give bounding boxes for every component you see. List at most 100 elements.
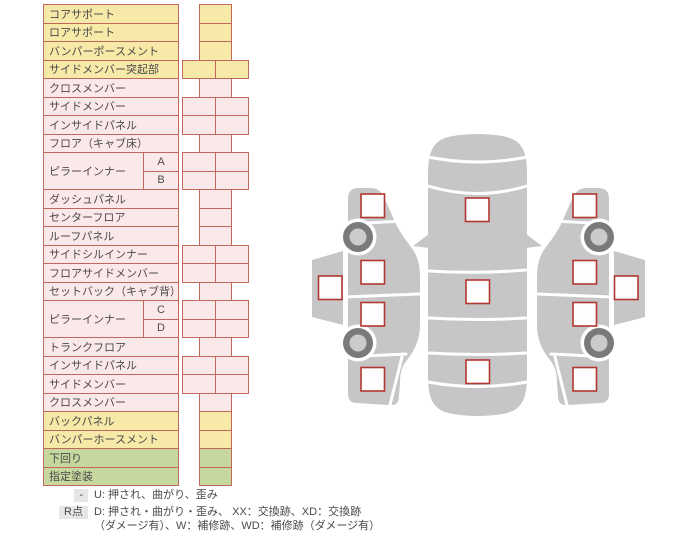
check-right-rear-door[interactable] [572,301,598,327]
part-label: 下回り [43,448,179,468]
value-cell[interactable] [215,244,249,264]
check-left-roof-side[interactable] [317,275,343,301]
left-mirror-icon [413,234,429,248]
table-row: ダッシュパネル [43,189,253,209]
table-row: ロアサポート [43,22,253,42]
check-right-front-fender[interactable] [572,193,598,219]
value-cell[interactable] [182,152,216,172]
part-label: トランクフロア [43,337,179,357]
value-cell[interactable] [182,318,216,338]
part-label: セットバック（キャブ背） [43,281,179,301]
value-cell[interactable] [215,355,249,375]
table-row: クロスメンバー [43,392,253,412]
table-row: トランクフロア [43,337,253,357]
value-cell[interactable] [215,96,249,116]
value-cell[interactable] [215,115,249,135]
value-cell[interactable] [182,170,216,190]
value-cell[interactable] [182,300,216,320]
part-label: インサイドパネル [43,115,179,135]
table-row: バックパネル [43,411,253,431]
part-label: サイドメンバー突起部 [43,59,179,79]
table-row: インサイドパネル [43,115,253,135]
part-label: クロスメンバー [43,78,179,98]
table-row: バンパーポースメント [43,41,253,61]
part-label: ピラーインナー [43,300,144,338]
value-cell[interactable] [199,189,232,209]
table-row: センターフロア [43,207,253,227]
value-cell[interactable] [199,41,232,61]
value-cell[interactable] [215,152,249,172]
check-top-rear[interactable] [465,359,491,385]
part-label: クロスメンバー [43,392,179,412]
table-row: フロアサイドメンバー [43,263,253,283]
part-label: ルーフパネル [43,226,179,246]
value-cell[interactable] [215,374,249,394]
legend: - U: 押され、曲がり、歪み R点 D: 押され・曲がり・歪み、 XX：交換跡… [47,488,380,535]
table-row: ルーフパネル [43,226,253,246]
value-cell[interactable] [215,170,249,190]
part-label: サイドシルインナー [43,244,179,264]
value-cell[interactable] [215,318,249,338]
value-cell[interactable] [182,244,216,264]
check-left-quarter-panel[interactable] [360,366,386,392]
value-cell[interactable] [199,4,232,24]
check-left-front-fender[interactable] [360,193,386,219]
value-cell[interactable] [182,374,216,394]
part-label: サイドメンバー [43,374,179,394]
check-left-front-door[interactable] [360,259,386,285]
part-label: バンパーホースメント [43,429,179,449]
checkpoint-squares [317,193,639,392]
value-cell[interactable] [199,392,232,412]
table-row: ピラーインナー C D [43,300,253,338]
check-right-front-door[interactable] [572,259,598,285]
value-cell[interactable] [199,411,232,431]
pillar-sub-label: A [143,152,179,172]
table-row: バンパーホースメント [43,429,253,449]
legend-text-u: U: 押され、曲がり、歪み [94,489,218,501]
value-cell[interactable] [199,281,232,301]
table-row: クロスメンバー [43,78,253,98]
part-label: フロアサイドメンバー [43,263,179,283]
value-cell[interactable] [199,133,232,153]
pillar-sub-label: C [143,300,179,320]
value-cell[interactable] [215,300,249,320]
part-label: サイドメンバー [43,96,179,116]
value-cell[interactable] [182,115,216,135]
check-right-roof-side[interactable] [613,275,639,301]
table-row: コアサポート [43,4,253,24]
value-cell[interactable] [182,96,216,116]
check-top-roof[interactable] [465,279,491,305]
value-cell[interactable] [199,466,232,486]
table-row: サイドメンバー [43,374,253,394]
table-row: 下回り [43,448,253,468]
value-cell[interactable] [182,59,216,79]
pillar-sub-label: D [143,318,179,338]
value-cell[interactable] [199,226,232,246]
check-top-cowl[interactable] [464,197,490,223]
value-cell[interactable] [199,448,232,468]
value-cell[interactable] [199,22,232,42]
table-row: セットバック（キャブ背） [43,281,253,301]
value-cell[interactable] [199,429,232,449]
check-right-quarter-panel[interactable] [572,366,598,392]
table-row: 指定塗装 [43,466,253,486]
parts-table: コアサポート ロアサポート バンパーポースメント サイドメンバー突起部 クロスメンバーサ… [43,4,253,486]
value-cell[interactable] [215,59,249,79]
value-cell[interactable] [199,78,232,98]
value-cell[interactable] [199,337,232,357]
table-row: インサイドパネル [43,355,253,375]
value-cell[interactable] [215,263,249,283]
value-cell[interactable] [182,263,216,283]
check-left-rear-door[interactable] [360,301,386,327]
table-row: フロア（キャブ床） [43,133,253,153]
value-cell[interactable] [182,355,216,375]
legend-text-d-line2: （ダメージ有）、W：補修跡、WD：補修跡（ダメージ有） [94,520,381,532]
right-mirror-icon [526,234,542,248]
legend-badge-dash: - [74,489,88,502]
legend-badge-rpoint: R点 [59,505,88,519]
part-label: フロア（キャブ床） [43,133,179,153]
value-cell[interactable] [199,207,232,227]
table-row: サイドシルインナー [43,244,253,264]
legend-row-u: - U: 押され、曲がり、歪み [47,488,380,503]
